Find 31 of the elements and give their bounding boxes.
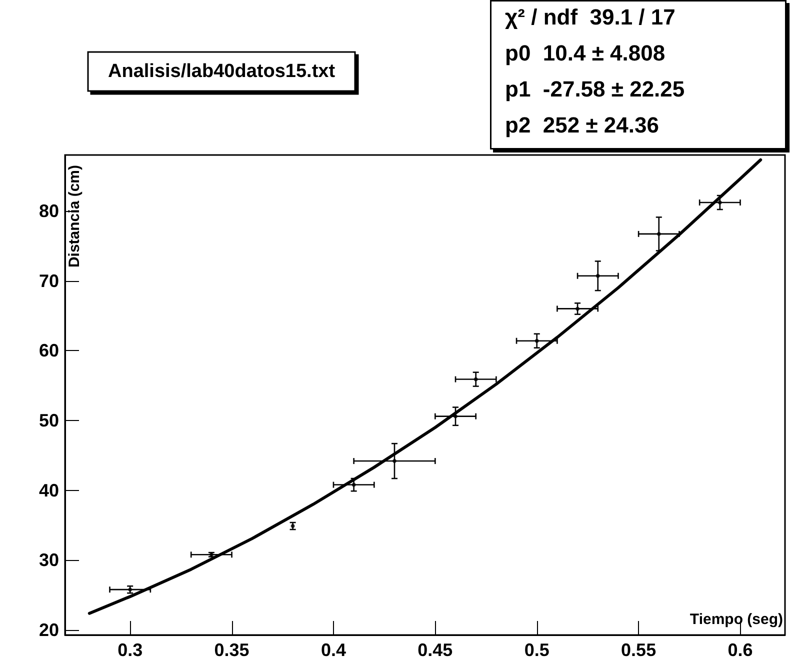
- x-tick-label: 0.35: [214, 640, 250, 660]
- point: [474, 377, 478, 382]
- point: [534, 338, 539, 343]
- chart-title: Analisis/lab40datos15.txt: [108, 61, 336, 82]
- x-tick-label: 0.45: [418, 640, 453, 660]
- text: p1 -27.58 ± 22.25: [505, 76, 685, 102]
- x-axis-title: Tiempo (seg): [690, 611, 784, 628]
- point: [656, 232, 661, 236]
- y-tick-label: 60: [38, 340, 59, 361]
- y-tick-label: 50: [38, 410, 59, 430]
- x-tick-label: 0.6: [728, 640, 753, 660]
- y-tick-label: 80: [38, 200, 59, 221]
- point: [576, 306, 580, 311]
- point: [596, 274, 600, 278]
- x-tick-label: 0.5: [524, 640, 550, 660]
- y-tick-label: 20: [38, 620, 59, 640]
- y-axis-title: Distancia (cm): [66, 164, 83, 268]
- y-tick-label: 30: [38, 550, 59, 570]
- text: p0 10.4 ± 4.808: [505, 40, 666, 66]
- point: [352, 482, 356, 487]
- text: χ² / ndf 39.1 / 17: [505, 4, 676, 30]
- x-tick-label: 0.4: [320, 640, 346, 660]
- x-tick-label: 0.3: [118, 640, 143, 660]
- line-series: [88, 158, 762, 615]
- point: [454, 414, 458, 418]
- y-tick-label: 40: [38, 480, 59, 500]
- y-tick-label: 70: [38, 270, 59, 291]
- point: [392, 459, 396, 464]
- x-tick-label: 0.55: [621, 640, 656, 660]
- text: p2 252 ± 24.36: [505, 112, 659, 138]
- point: [718, 200, 722, 205]
